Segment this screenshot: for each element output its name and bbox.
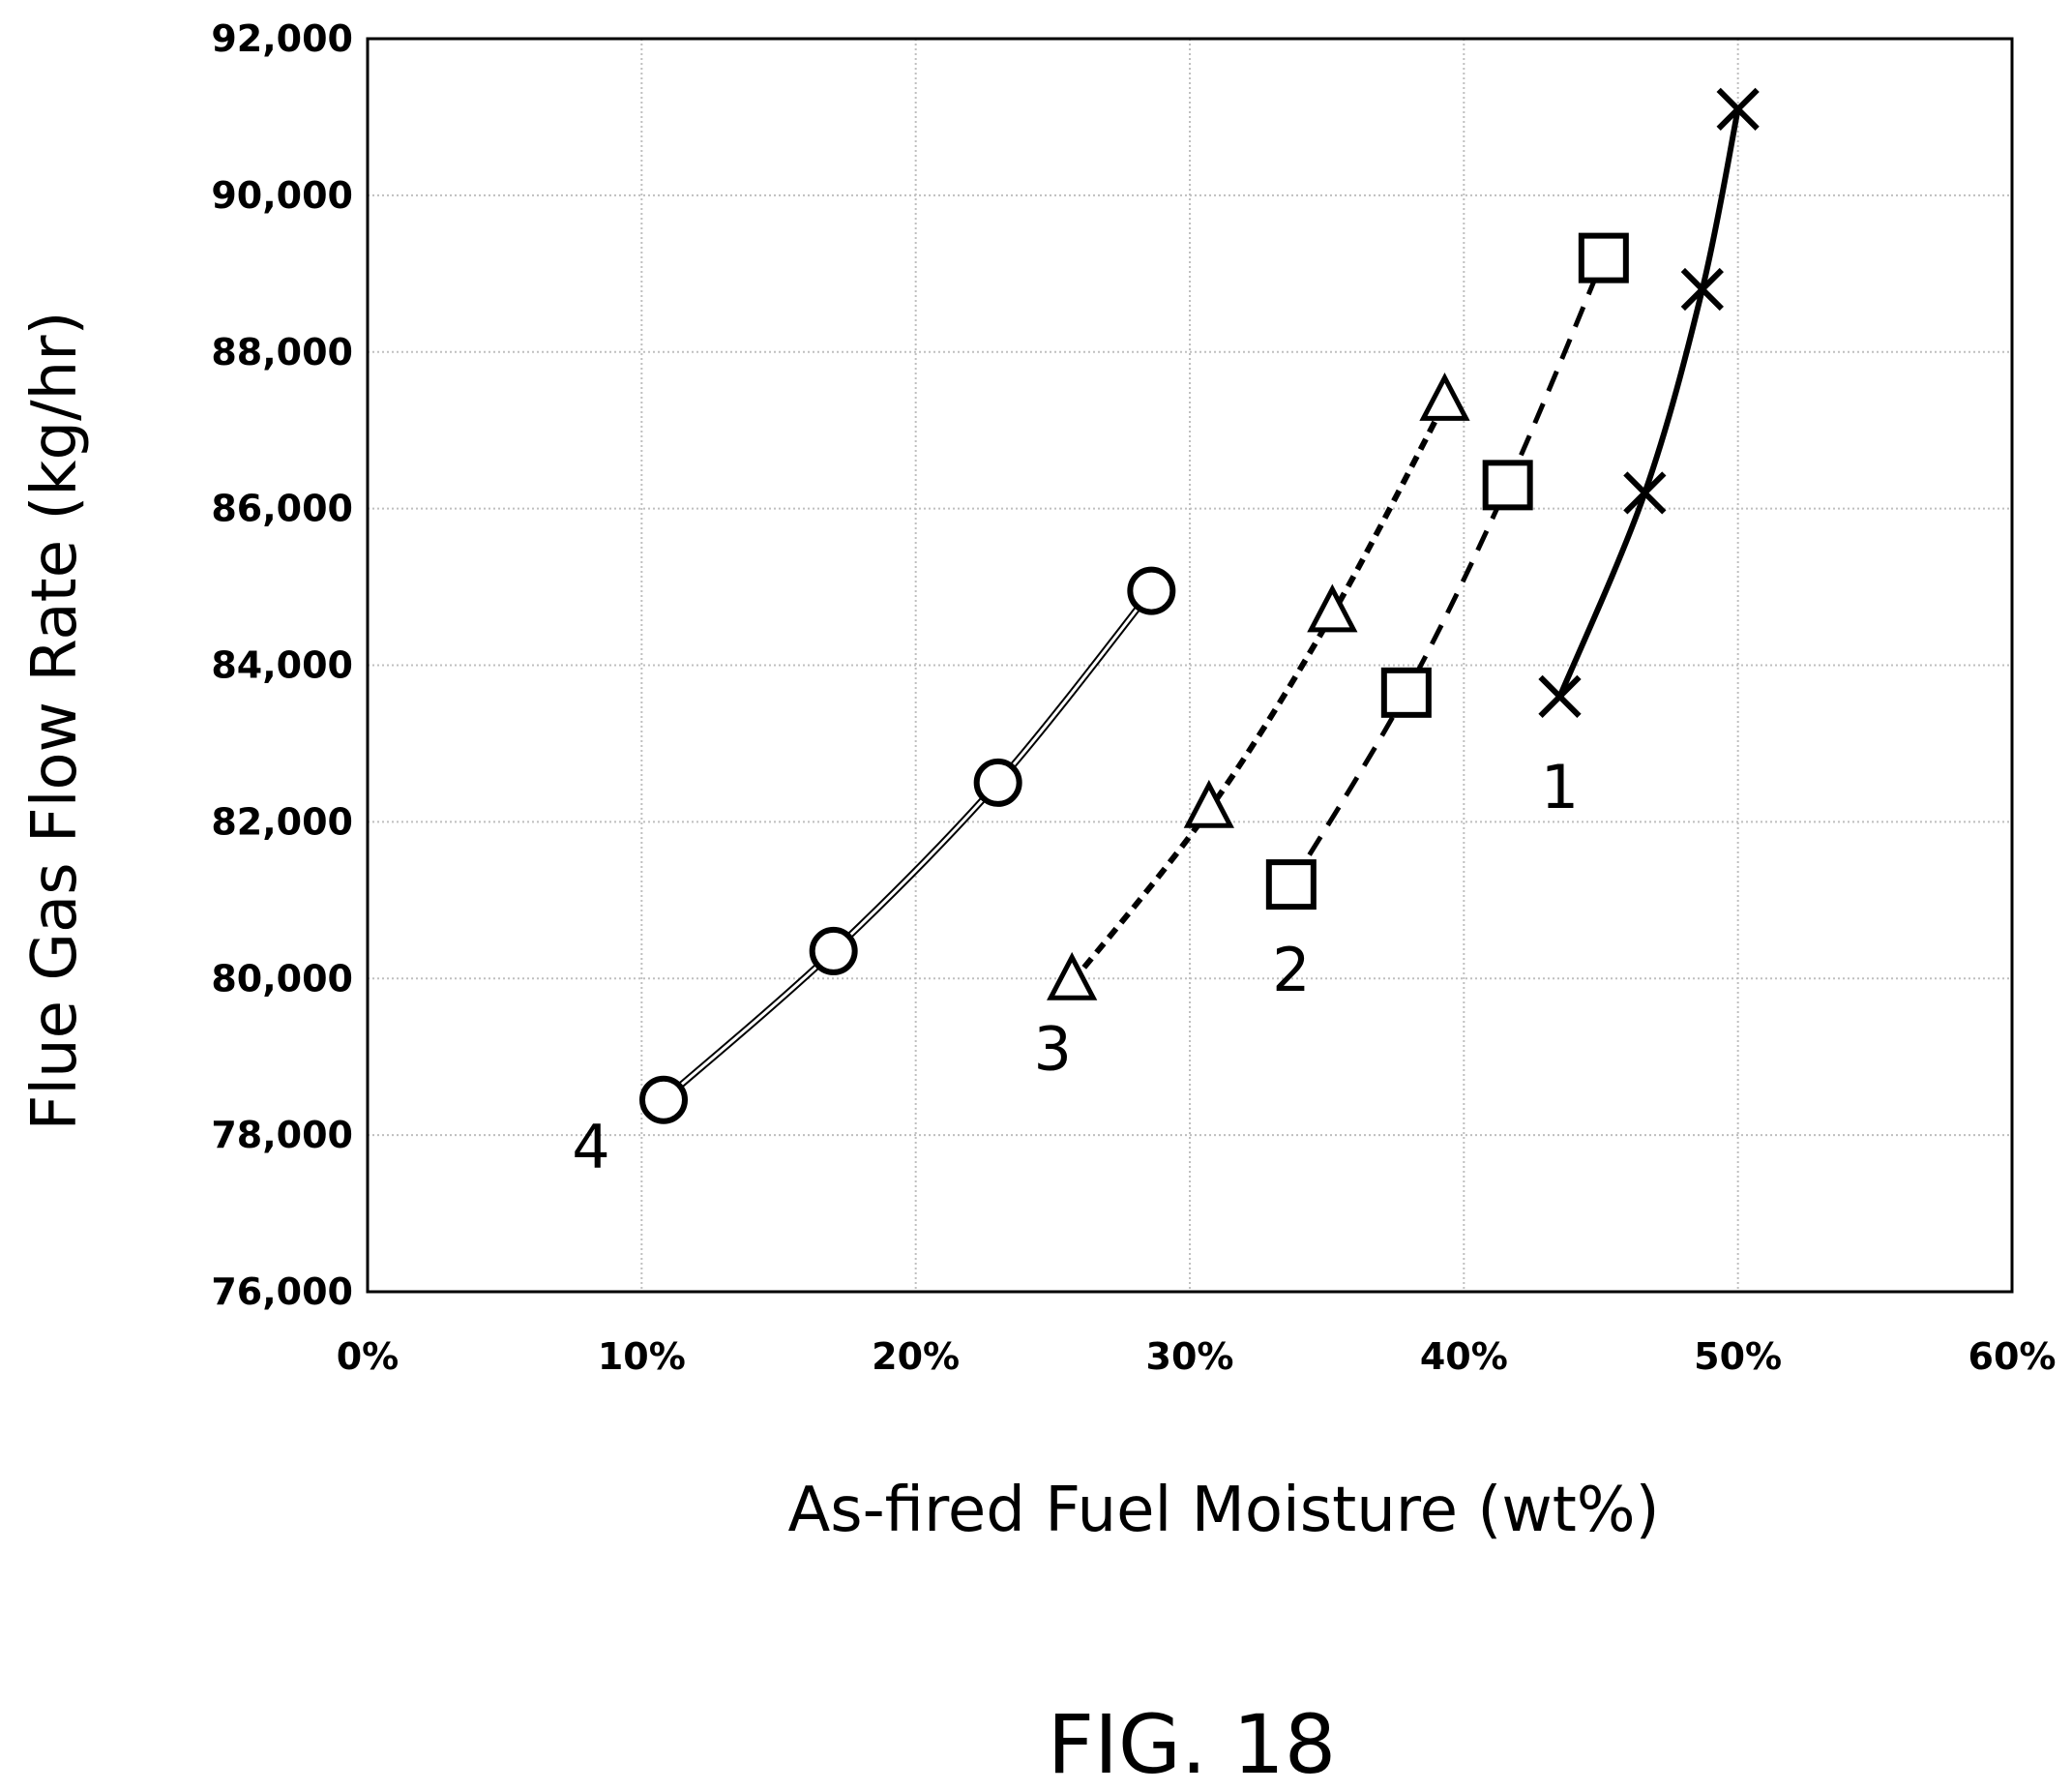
y-tick-label: 90,000 bbox=[211, 174, 353, 217]
x-axis-ticks: 0% 10% 20% 30% 40% 50% 60% bbox=[337, 1335, 2057, 1378]
series-2-marker bbox=[1578, 232, 1629, 284]
x-tick-label: 50% bbox=[1694, 1335, 1782, 1378]
series-2-marker bbox=[1265, 859, 1317, 910]
plot-frame bbox=[366, 37, 2014, 1294]
y-tick-label: 86,000 bbox=[211, 488, 353, 530]
series-1-marker bbox=[1623, 471, 1667, 515]
series-3-label: 3 bbox=[1033, 1013, 1071, 1084]
marker-stroke bbox=[1716, 87, 1760, 131]
series-2-line bbox=[1288, 256, 1607, 886]
x-tick-label: 20% bbox=[872, 1335, 960, 1378]
y-tick-label: 82,000 bbox=[211, 800, 353, 843]
series-2-marker bbox=[1380, 667, 1432, 718]
y-tick-label: 80,000 bbox=[211, 957, 353, 1000]
x-tick-label: 40% bbox=[1420, 1335, 1508, 1378]
y-tick-label: 78,000 bbox=[211, 1114, 353, 1156]
marker-stroke bbox=[1623, 471, 1667, 515]
series-4-marker bbox=[639, 1075, 688, 1124]
series-1-line bbox=[1556, 108, 1741, 699]
y-tick-label: 88,000 bbox=[211, 331, 353, 373]
series-2-marker bbox=[1482, 460, 1533, 511]
y-axis-ticks: 76,000 78,000 80,000 82,000 84,000 86,000 88,0… bbox=[211, 17, 353, 1313]
series-3-marker bbox=[1419, 372, 1470, 421]
series-3-marker bbox=[1047, 951, 1098, 1000]
series-1-marker bbox=[1716, 87, 1760, 131]
series-lines bbox=[661, 108, 1741, 1103]
series-4-marker bbox=[973, 758, 1022, 807]
x-tick-label: 60% bbox=[1968, 1335, 2057, 1378]
series-3-line bbox=[1069, 401, 1448, 985]
series-4-line-inner bbox=[663, 589, 1153, 1101]
marker-stroke bbox=[1538, 674, 1582, 718]
y-axis-title: Flue Gas Flow Rate (kg/hr) bbox=[19, 312, 91, 1131]
series-1-marker bbox=[1538, 674, 1582, 718]
figure-caption: FIG. 18 bbox=[1048, 1697, 1336, 1791]
series-markers bbox=[639, 87, 1760, 1124]
y-tick-label: 92,000 bbox=[211, 17, 353, 60]
series-2-label: 2 bbox=[1272, 935, 1310, 1005]
series-3-marker bbox=[1307, 583, 1358, 633]
series-4-marker bbox=[1127, 566, 1176, 615]
series-1-label: 1 bbox=[1541, 752, 1579, 822]
x-tick-label: 10% bbox=[598, 1335, 686, 1378]
y-tick-label: 84,000 bbox=[211, 644, 353, 687]
series-3-marker bbox=[1183, 779, 1234, 828]
series-4-label: 4 bbox=[572, 1112, 609, 1182]
x-tick-label: 0% bbox=[337, 1335, 400, 1378]
series-labels: 1 2 3 4 bbox=[572, 752, 1579, 1182]
series-4-marker bbox=[809, 926, 858, 975]
grid-lines bbox=[368, 39, 2012, 1292]
marker-stroke bbox=[1680, 267, 1724, 312]
x-axis-title: As-fired Fuel Moisture (wt%) bbox=[787, 1475, 1659, 1546]
series-4-line bbox=[661, 588, 1155, 1103]
y-tick-label: 76,000 bbox=[211, 1270, 353, 1313]
x-tick-label: 30% bbox=[1146, 1335, 1234, 1378]
series-1-marker bbox=[1680, 267, 1724, 312]
